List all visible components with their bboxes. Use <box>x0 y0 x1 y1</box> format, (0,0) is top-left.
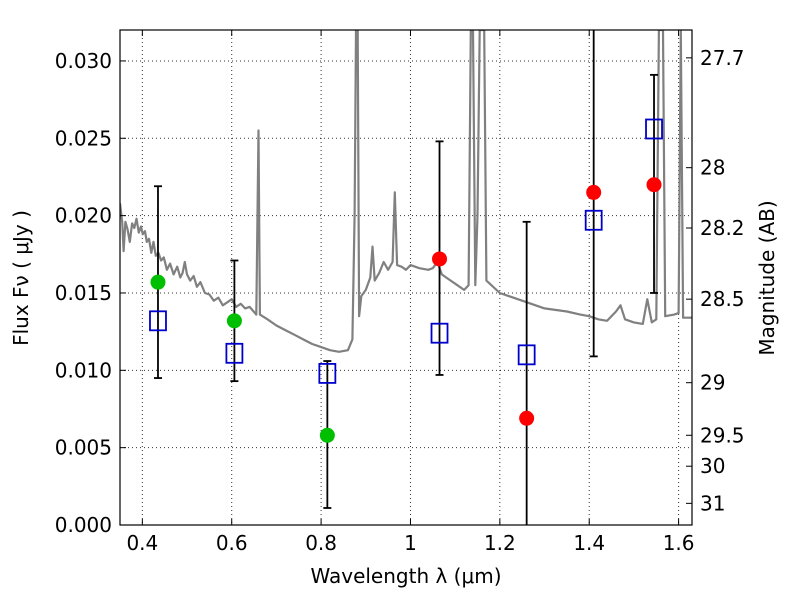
x-tick-label: 0.6 <box>216 531 248 555</box>
y-tick-label: 0.030 <box>55 49 112 73</box>
data-point-square <box>645 118 663 140</box>
y-tick-label: 0.015 <box>55 281 112 305</box>
data-point-square <box>584 209 603 231</box>
data-point-circle <box>226 313 242 329</box>
x-tick-label: 1 <box>404 531 417 555</box>
plot-area <box>120 30 692 525</box>
y-tick-label: 0.005 <box>55 436 112 460</box>
y-tick-label: 0.020 <box>55 204 112 228</box>
data-point-circle <box>646 177 662 193</box>
y-tick-label: 0.000 <box>55 513 112 537</box>
data-point-circle <box>519 410 535 426</box>
data-point-square <box>517 344 536 366</box>
data-point-circle <box>150 274 166 290</box>
data-point-square <box>225 342 244 364</box>
mag-tick-label: 30 <box>700 454 725 478</box>
mag-tick-label: 31 <box>700 491 725 515</box>
data-point-circle <box>319 427 335 443</box>
data-point-circle <box>586 184 602 200</box>
mag-tick-label: 29 <box>700 371 725 395</box>
x-tick-label: 0.4 <box>126 531 158 555</box>
mag-tick-label: 28.2 <box>700 216 745 240</box>
plot-frame <box>119 29 693 526</box>
x-tick-label: 0.8 <box>305 531 337 555</box>
marker-layer <box>149 118 663 443</box>
y-axis-title: Flux Fν ( μJy ) <box>9 210 33 346</box>
y2-axis-title: Magnitude (AB) <box>755 200 779 355</box>
mag-tick-label: 28 <box>700 156 725 180</box>
mag-tick-label: 28.5 <box>700 287 745 311</box>
mag-tick-label: 27.7 <box>700 46 745 70</box>
data-point-square <box>149 310 167 332</box>
axis-layer: 0.4 0.6 0.8 1 1.2 1.4 1.6 0.000 0.005 0.010 0.015 0… <box>55 30 745 555</box>
x-tick-label: 1.2 <box>484 531 516 555</box>
template-layer <box>120 30 692 353</box>
data-point-square <box>318 363 337 384</box>
data-point-square <box>430 322 449 344</box>
y-tick-label: 0.025 <box>55 126 112 150</box>
template-spectrum-line <box>120 30 692 353</box>
x-axis-title: Wavelength λ (μm) <box>310 564 501 588</box>
mag-tick-label: 29.5 <box>700 423 745 447</box>
data-point-circle <box>432 251 448 267</box>
x-tick-label: 1.4 <box>573 531 605 555</box>
x-tick-label: 1.6 <box>663 531 695 555</box>
y-tick-label: 0.010 <box>55 358 112 382</box>
